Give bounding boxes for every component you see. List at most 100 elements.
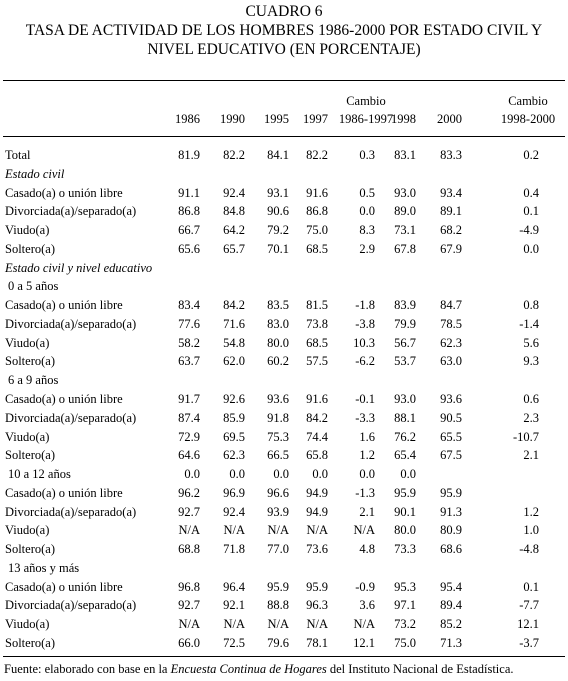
cell: 0.6 [523, 392, 539, 406]
cell: 54.8 [223, 335, 245, 350]
table-number: CUADRO 6 [245, 3, 323, 20]
cell: 76.2 [394, 429, 416, 444]
cell: 90.6 [267, 204, 289, 219]
cell: -0.1 [355, 392, 375, 406]
cell: 68.5 [306, 335, 328, 350]
cell: 77.0 [267, 542, 289, 557]
cell: 89.1 [440, 204, 462, 219]
cell: -10.7 [512, 429, 539, 444]
cell: 9.3 [523, 354, 539, 369]
row-label: Soltero(a) [5, 448, 55, 463]
cell: 78.5 [440, 316, 462, 331]
cell: 79.6 [267, 636, 289, 651]
cell: 79.2 [267, 223, 289, 238]
row-label: Casado(a) o unión libre [5, 392, 123, 406]
cell: 78.1 [306, 636, 328, 651]
cell: 62.3 [440, 335, 462, 350]
cell: 56.7 [394, 335, 416, 350]
cell: 84.8 [223, 204, 245, 219]
cell: 92.7 [178, 504, 200, 519]
row-label: Viudo(a) [5, 429, 50, 444]
cell: 65.5 [440, 429, 462, 444]
cell: 75.0 [306, 223, 328, 238]
row-label: Soltero(a) [5, 354, 55, 369]
column-header: 1990 [220, 112, 245, 126]
cell: 75.3 [267, 429, 289, 444]
cell: -1.8 [355, 298, 375, 313]
row-label: Divorciada(a)/separado(a) [5, 316, 137, 331]
cell: 91.7 [178, 392, 200, 406]
cell: 10.3 [353, 335, 375, 350]
cell: 92.4 [223, 185, 245, 200]
cell: 0.0 [400, 467, 416, 482]
cell: 73.6 [306, 542, 328, 557]
cell: -3.3 [355, 410, 375, 425]
column-header: 2000 [437, 112, 462, 126]
cell: -1.4 [519, 316, 539, 331]
cell: 57.5 [306, 354, 328, 369]
cell: 80.9 [440, 523, 462, 538]
cell: 5.6 [523, 335, 539, 350]
cell: 60.2 [267, 354, 289, 369]
column-header: 1995 [264, 112, 289, 126]
row-label: Viudo(a) [5, 223, 50, 238]
cell: N/A [178, 523, 200, 538]
cell: 80.0 [394, 523, 416, 538]
row-label: Divorciada(a)/separado(a) [5, 598, 137, 613]
column-header: 1998-2000 [500, 112, 556, 126]
cell: 75.0 [394, 636, 416, 651]
cell: 95.9 [306, 579, 328, 594]
cell: -6.2 [355, 354, 375, 369]
cell: 1.2 [523, 504, 539, 519]
cell: 87.4 [178, 410, 200, 425]
cell: 2.3 [523, 410, 539, 425]
cell: 0.0 [229, 467, 245, 482]
footnote-text: Fuente: elaborado con base en la [4, 662, 171, 676]
cell: 93.6 [440, 392, 462, 406]
column-header: 1986 [175, 112, 200, 126]
column-header: Cambio [508, 94, 548, 108]
cell: 71.6 [223, 316, 245, 331]
cell: 92.4 [223, 504, 245, 519]
footnote-source: Encuesta Continua de Hogares [170, 662, 327, 676]
cell: 83.9 [394, 298, 416, 313]
cell: 92.1 [223, 598, 245, 613]
bottom-rule [3, 656, 565, 657]
cell: 83.4 [178, 298, 200, 313]
cell: N/A [306, 523, 328, 538]
cell: -4.9 [519, 223, 539, 238]
cell: 68.2 [440, 223, 462, 238]
cell: 80.0 [267, 335, 289, 350]
cell: 92.6 [223, 392, 245, 406]
cell: 93.6 [267, 392, 289, 406]
cell: 82.2 [306, 148, 328, 162]
cell: 81.9 [178, 148, 200, 162]
cell: 65.4 [394, 448, 416, 463]
cell: 62.3 [223, 448, 245, 463]
cell: 93.0 [394, 185, 416, 200]
cell: N/A [178, 617, 200, 632]
cell: 96.2 [178, 485, 200, 500]
cell: 62.0 [223, 354, 245, 369]
cell: 82.2 [223, 148, 245, 162]
row-label: Casado(a) o unión libre [5, 579, 123, 594]
cell: 67.5 [440, 448, 462, 463]
row-label: Viudo(a) [5, 617, 50, 632]
cell: 74.4 [306, 429, 328, 444]
cell: 0.2 [523, 148, 539, 162]
cell: -3.7 [519, 636, 539, 651]
cell: 96.8 [178, 579, 200, 594]
cell: 2.1 [359, 504, 375, 519]
cell: 0.0 [312, 467, 328, 482]
row-label: Total [5, 148, 31, 162]
cell: 0.1 [523, 579, 539, 594]
cell: 2.1 [523, 448, 539, 463]
cell: 79.9 [394, 316, 416, 331]
cell: 95.9 [267, 579, 289, 594]
cell: 66.7 [178, 223, 200, 238]
row-label: 0 a 5 años [8, 279, 59, 294]
cell: 0.0 [359, 467, 375, 482]
column-header: 1997 [303, 112, 328, 126]
cell: 68.6 [440, 542, 462, 557]
